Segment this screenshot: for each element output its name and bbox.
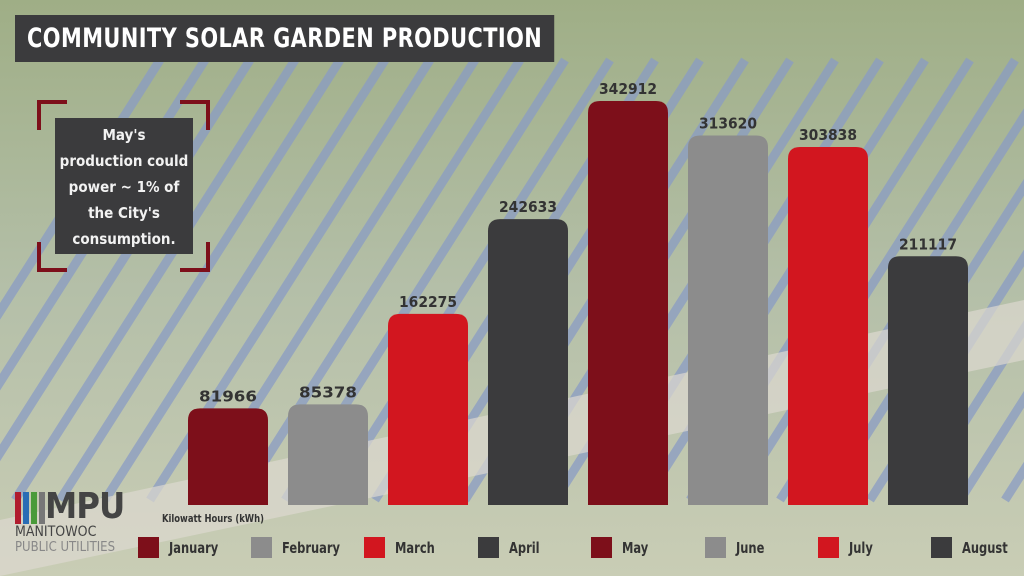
data-label: 242633: [499, 198, 557, 216]
callout-corner: [37, 242, 67, 272]
legend-item: August: [931, 537, 1016, 558]
data-label: 313620: [699, 115, 757, 133]
bar-february: [288, 404, 368, 505]
logo-bars-icon: [15, 492, 45, 524]
legend-item: July: [818, 537, 877, 558]
logo-line1: MANITOWOC: [15, 524, 97, 540]
bar-april: [488, 219, 568, 505]
legend-swatch: [818, 537, 839, 558]
data-label: 85378: [299, 383, 357, 401]
data-label: 303838: [799, 126, 857, 144]
legend: January February March April May June July Augu…: [0, 537, 1024, 561]
legend-swatch: [478, 537, 499, 558]
legend-label: March: [395, 538, 435, 557]
callout-corner: [180, 100, 210, 130]
callout-line: the City's: [88, 204, 160, 222]
mpu-logo: MPU MANITOWOC PUBLIC UTILITIES: [15, 486, 125, 555]
legend-swatch: [364, 537, 385, 558]
logo-line2: PUBLIC UTILITIES: [15, 540, 115, 555]
data-label: 81966: [199, 387, 257, 405]
legend-label: July: [849, 538, 873, 557]
callout-corner: [37, 100, 67, 130]
legend-item: April: [478, 537, 545, 558]
legend-label: January: [169, 538, 219, 557]
legend-label: April: [509, 538, 540, 557]
legend-label: August: [962, 538, 1008, 557]
legend-item: March: [364, 537, 442, 558]
legend-label: February: [282, 538, 341, 557]
bar-july: [788, 147, 868, 505]
legend-swatch: [591, 537, 612, 558]
legend-swatch: [138, 537, 159, 558]
bar-may: [588, 101, 668, 505]
legend-label: June: [736, 538, 765, 557]
bar-august: [888, 256, 968, 505]
data-label: 211117: [899, 235, 957, 253]
callout-box: May's production could power ~ 1% of the…: [55, 118, 193, 254]
bar-january: [188, 408, 268, 505]
callout-line: May's: [102, 126, 146, 144]
logo-mark: MPU: [45, 486, 125, 527]
callout-line: production could: [59, 152, 189, 170]
legend-swatch: [931, 537, 952, 558]
chart-title: COMMUNITY SOLAR GARDEN PRODUCTION: [15, 15, 555, 62]
legend-item: May: [591, 537, 653, 558]
data-label: 162275: [399, 293, 457, 311]
legend-item: January: [138, 537, 227, 558]
legend-label: May: [622, 538, 649, 557]
y-axis-label: Kilowatt Hours (kWh): [162, 512, 264, 525]
callout-line: consumption.: [72, 230, 176, 248]
legend-item: February: [251, 537, 350, 558]
legend-swatch: [705, 537, 726, 558]
bar-june: [688, 135, 768, 505]
legend-item: June: [705, 537, 769, 558]
callout-corner: [180, 242, 210, 272]
bar-march: [388, 313, 468, 505]
legend-swatch: [251, 537, 272, 558]
callout-line: power ~ 1% of: [68, 178, 180, 196]
data-label: 342912: [599, 80, 657, 98]
